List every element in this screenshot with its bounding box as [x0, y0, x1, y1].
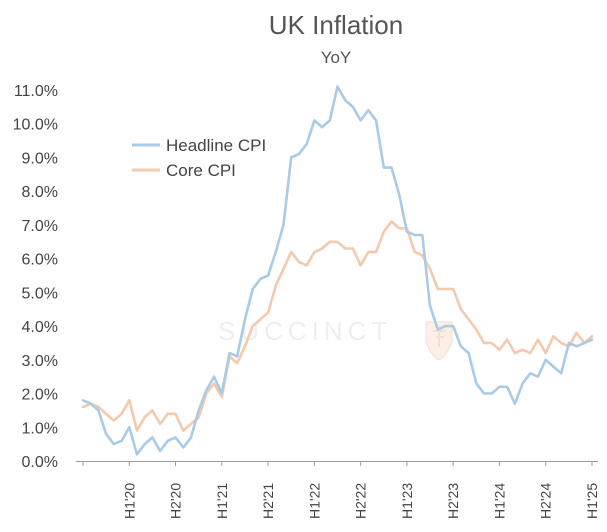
y-tick-label: 8.0% [22, 184, 58, 201]
legend: Headline CPI Core CPI [132, 136, 266, 180]
x-tick-label: H2'23 [445, 483, 461, 519]
x-tick-label: H1'24 [491, 483, 507, 519]
y-tick-label: 1.0% [22, 420, 58, 437]
series-layer [81, 85, 594, 456]
chart-title: UK Inflation [269, 10, 403, 40]
x-tick-label: H1'22 [306, 483, 322, 519]
y-tick-label: 0.0% [22, 454, 58, 471]
x-tick-label: H1'25 [584, 483, 600, 519]
x-tick-label: H1'21 [214, 483, 230, 519]
x-tick-label: H2'22 [353, 483, 369, 519]
x-tick-label: H2'20 [168, 483, 184, 519]
x-tick-label: H2'21 [260, 483, 276, 519]
y-tick-label: 5.0% [22, 285, 58, 302]
y-tick-label: 6.0% [22, 252, 58, 269]
legend-label: Headline CPI [166, 136, 266, 155]
y-axis: 0.0% 1.0% 2.0% 3.0% 4.0% 5.0% 6.0% 7.0% 8.0% 9.0%… [13, 83, 58, 471]
y-tick-label: 4.0% [22, 319, 58, 336]
x-tick-label: H2'24 [538, 483, 554, 519]
chart-subtitle: YoY [321, 48, 352, 67]
y-tick-label: 7.0% [22, 218, 58, 235]
y-tick-label: 3.0% [22, 353, 58, 370]
x-tick-label: H1'23 [399, 483, 415, 519]
series-line-core-cpi [81, 220, 594, 432]
x-tick-label: H1'20 [121, 483, 137, 519]
x-axis: H1'20 H2'20 H1'21 H2'21 H1'22 H2'22 H1'23 H2'23… [76, 461, 600, 519]
y-tick-label: 10.0% [13, 117, 58, 134]
y-tick-label: 2.0% [22, 387, 58, 404]
series-line-headline-cpi [81, 85, 594, 456]
watermark: SUCCINCT [218, 316, 453, 361]
watermark-logo-icon [425, 321, 453, 361]
y-tick-label: 11.0% [14, 83, 58, 100]
y-tick-label: 9.0% [22, 150, 58, 167]
legend-label: Core CPI [166, 161, 236, 180]
